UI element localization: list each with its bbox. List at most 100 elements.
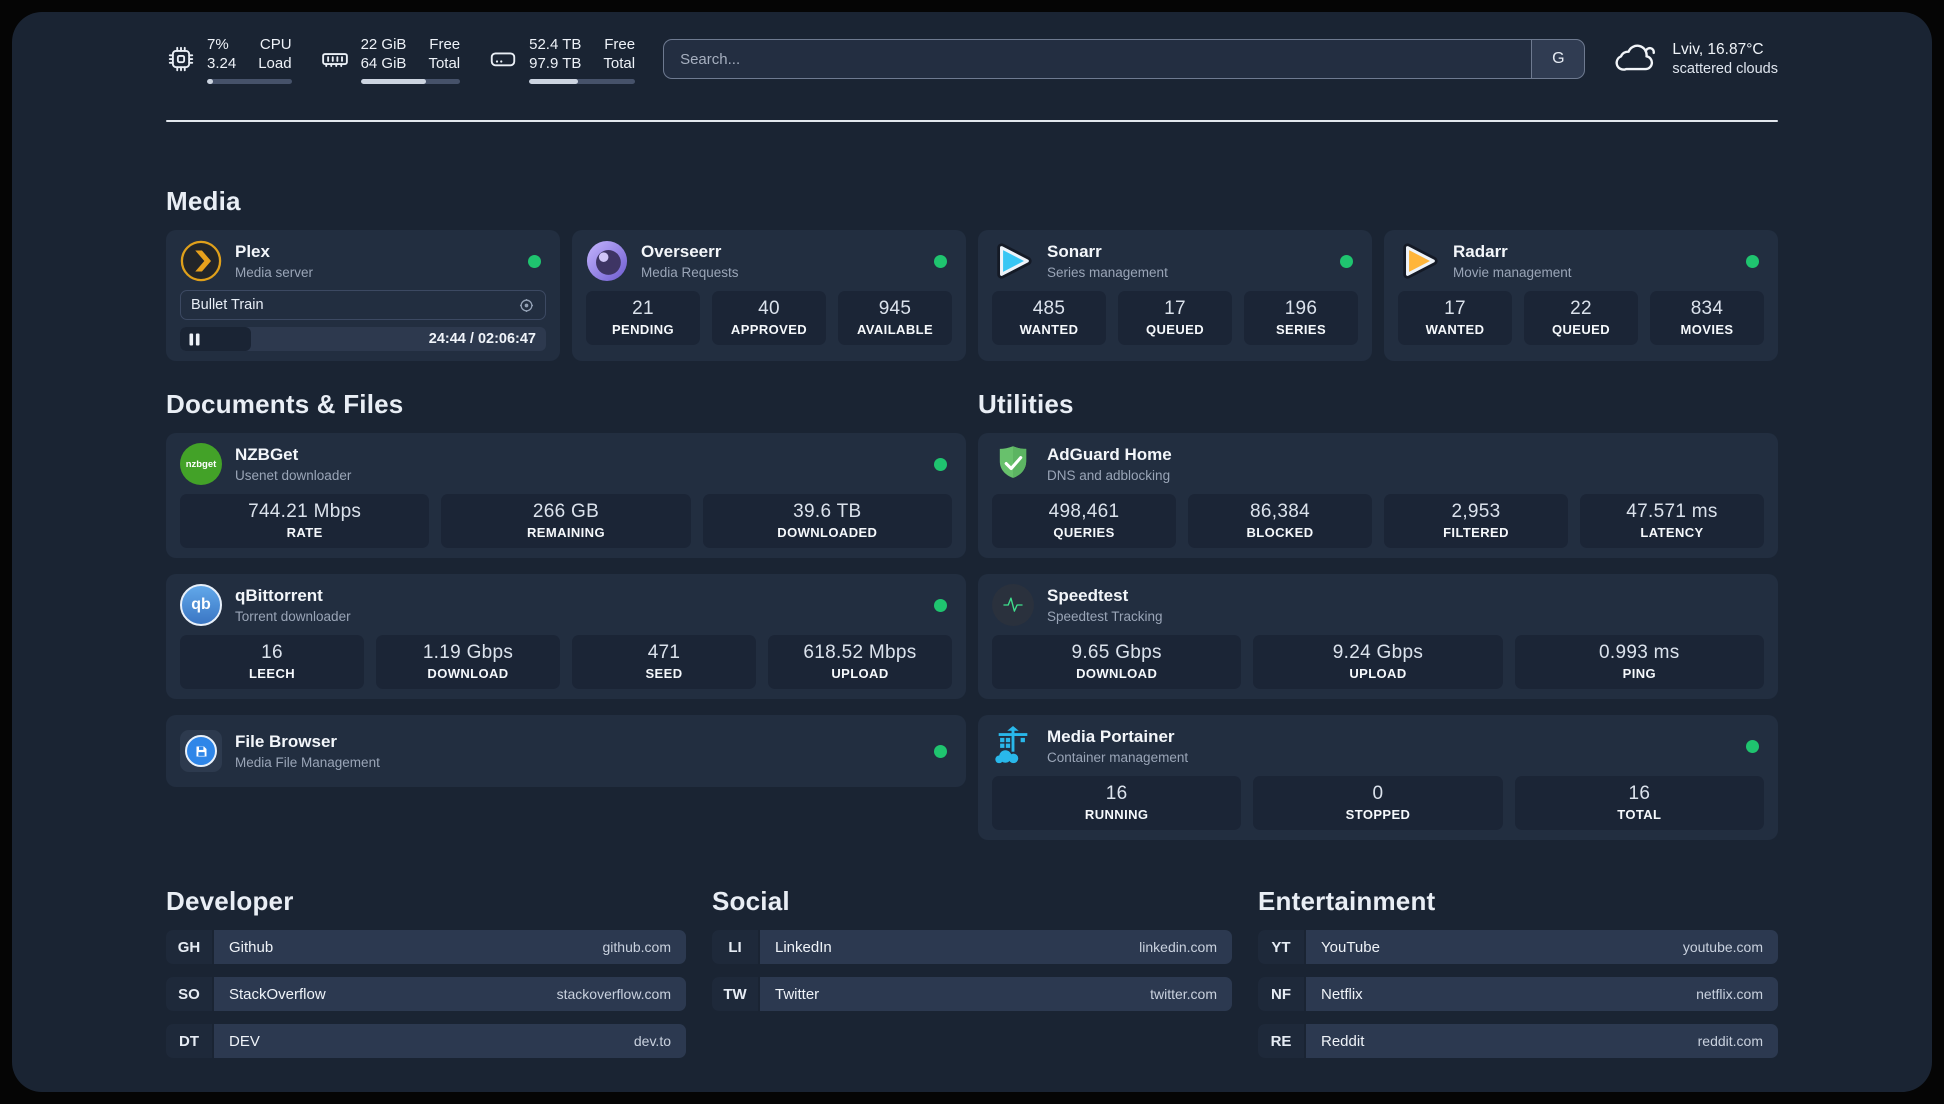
bookmark-twitter[interactable]: TW Twitter twitter.com [712,977,1232,1011]
cpu-stat: 7% 3.24 CPU Load [166,35,292,84]
app-card-portainer[interactable]: Media Portainer Container management 16 R… [978,715,1778,840]
stat-download: 1.19 Gbps DOWNLOAD [376,635,560,689]
playback-progress-bar[interactable]: 24:44 / 02:06:47 [180,327,546,351]
app-card-nzbget[interactable]: nzbget NZBGet Usenet downloader 744.21 M… [166,433,966,558]
section-documents: Documents & Files nzbget NZBGet Usenet d… [166,389,966,787]
bookmark-linkedin[interactable]: LI LinkedIn linkedin.com [712,930,1232,964]
dashboard: 7% 3.24 CPU Load 22 GiB 64 GiB Free Total [12,12,1932,1092]
app-subtitle: Speedtest Tracking [1047,608,1163,624]
stat-latency: 47.571 ms LATENCY [1580,494,1764,548]
section-title-media: Media [166,186,241,216]
stat-blocked: 86,384 BLOCKED [1188,494,1372,548]
playback-time: 24:44 / 02:06:47 [428,331,536,347]
app-title: qBittorrent [235,586,323,606]
section-social: Social LI LinkedIn linkedin.com TW Twitte… [712,886,1232,1011]
app-title: Radarr [1453,242,1508,262]
search-engine-button[interactable]: G [1531,39,1586,79]
plex-icon [180,240,222,282]
app-card-adguard[interactable]: AdGuard Home DNS and adblocking 498,461 Q… [978,433,1778,558]
bookmark-github[interactable]: GH Github github.com [166,930,686,964]
status-dot [934,744,947,758]
qbittorrent-icon: qb [180,584,222,626]
app-subtitle: Torrent downloader [235,608,351,624]
app-title: Media Portainer [1047,727,1175,747]
app-card-overseerr[interactable]: Overseerr Media Requests 21 PENDING 40 APP… [572,230,966,361]
weather-condition: scattered clouds [1672,61,1778,77]
stat-series: 196 SERIES [1244,291,1358,345]
now-playing-title: Bullet Train [180,290,546,320]
speedtest-icon [992,584,1034,626]
storage-stat: 52.4 TB 97.9 TB Free Total [488,35,636,84]
app-card-plex[interactable]: Plex Media server Bullet Train [166,230,560,361]
session-camera-icon[interactable] [518,297,535,314]
stat-queries: 498,461 QUERIES [992,494,1176,548]
cpu-progress [207,78,292,84]
stat-upload: 618.52 Mbps UPLOAD [768,635,952,689]
bookmark-abbr: SO [166,977,212,1011]
status-dot [1746,739,1759,753]
stat-total: 16 TOTAL [1514,776,1764,830]
ram-icon [321,53,348,67]
status-dot [1340,254,1353,268]
memory-progress [360,78,461,84]
stat-downloaded: 39.6 TB DOWNLOADED [702,494,952,548]
bookmark-stackoverflow[interactable]: SO StackOverflow stackoverflow.com [166,977,686,1011]
stat-leech: 16 LEECH [180,635,364,689]
bookmark-abbr: TW [712,977,758,1011]
app-subtitle: DNS and adblocking [1047,467,1171,483]
status-dot [1746,254,1759,268]
pause-icon[interactable] [189,333,200,346]
section-title-social: Social [712,886,790,916]
search-bar: G [663,39,1586,79]
status-dot [934,598,947,612]
app-card-radarr[interactable]: Radarr Movie management 17 WANTED 22 QUEUE… [1384,230,1778,361]
cpu-values: 7% 3.24 [207,35,237,73]
stat-available: 945 AVAILABLE [838,291,952,345]
app-title: Speedtest [1047,586,1129,606]
app-card-qbittorrent[interactable]: qb qBittorrent Torrent downloader 16 LEEC… [166,574,966,699]
storage-values: 52.4 TB 97.9 TB [529,35,582,73]
weather-location: Lviv, 16.87°C [1672,41,1764,58]
app-subtitle: Media File Management [235,754,380,770]
header-divider [166,120,1778,122]
app-subtitle: Media Requests [641,264,739,280]
stat-seed: 471 SEED [572,635,756,689]
bookmark-youtube[interactable]: YT YouTube youtube.com [1258,930,1778,964]
stat-pending: 21 PENDING [586,291,700,345]
bookmark-dev[interactable]: DT DEV dev.to [166,1024,686,1058]
sonarr-icon [992,240,1034,282]
bookmark-reddit[interactable]: RE Reddit reddit.com [1258,1024,1778,1058]
status-dot [934,457,947,471]
search-input[interactable] [663,39,1532,79]
app-card-speedtest[interactable]: Speedtest Speedtest Tracking 9.65 Gbps DO… [978,574,1778,699]
memory-labels: Free Total [428,35,461,73]
cpu-labels: CPU Load [258,35,292,73]
bookmark-abbr: RE [1258,1024,1304,1058]
memory-stat: 22 GiB 64 GiB Free Total [320,35,461,84]
storage-progress [529,78,636,84]
bookmark-abbr: NF [1258,977,1304,1011]
stat-download: 9.65 Gbps DOWNLOAD [992,635,1242,689]
app-title: File Browser [235,732,338,752]
section-media: Media Plex Media server [166,186,1778,361]
nzbget-icon: nzbget [180,443,222,485]
app-title: Overseerr [641,242,722,262]
app-card-filebrowser[interactable]: File Browser Media File Management [166,715,966,787]
overseerr-icon [586,240,628,282]
section-utilities: Utilities AdGuard Home [978,389,1778,840]
app-subtitle: Media server [235,264,314,280]
section-entertainment: Entertainment YT YouTube youtube.com NF N… [1258,886,1778,1058]
stat-wanted: 17 WANTED [1398,291,1512,345]
cpu-icon [168,46,194,72]
stat-running: 16 RUNNING [992,776,1242,830]
app-subtitle: Movie management [1453,264,1572,280]
app-title: NZBGet [235,445,299,465]
filebrowser-icon [180,730,222,772]
stat-filtered: 2,953 FILTERED [1384,494,1568,548]
app-subtitle: Container management [1047,749,1189,765]
stat-queued: 17 QUEUED [1118,291,1232,345]
cloud-icon [1615,44,1656,71]
stat-queued: 22 QUEUED [1524,291,1638,345]
bookmark-netflix[interactable]: NF Netflix netflix.com [1258,977,1778,1011]
app-card-sonarr[interactable]: Sonarr Series management 485 WANTED 17 QUE… [978,230,1372,361]
